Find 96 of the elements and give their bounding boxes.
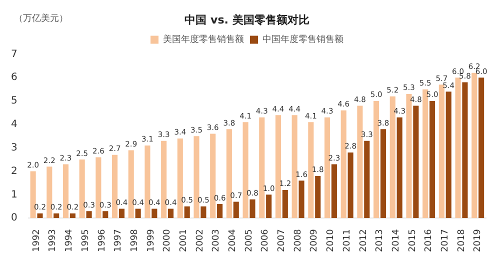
bar: [194, 136, 200, 218]
bar: [226, 129, 232, 218]
bar: [438, 84, 444, 218]
bar: [308, 122, 314, 218]
legend-label: 美国年度零售销售额: [163, 34, 244, 46]
bar: [348, 152, 354, 218]
bar: [259, 117, 265, 218]
bar: [168, 208, 174, 218]
bar: [118, 208, 125, 218]
bar: [217, 204, 223, 218]
bar: [422, 89, 428, 218]
bar: [406, 94, 412, 218]
bar: [275, 115, 282, 218]
y-tick-label: 3: [10, 142, 18, 154]
bar: [177, 138, 183, 218]
x-tick-label: 2014: [391, 228, 402, 252]
bar: [86, 211, 92, 218]
x-tick-label: 2002: [195, 229, 206, 252]
y-tick-label: 6: [10, 72, 18, 84]
legend-label: 中国年度零售销售额: [262, 34, 344, 46]
bar: [250, 199, 256, 218]
bar: [429, 101, 436, 218]
bar: [161, 140, 167, 218]
bar: [70, 213, 76, 218]
bar: [282, 190, 288, 218]
x-tick-label: 2004: [228, 228, 238, 252]
bar: [324, 117, 330, 218]
x-tick-label: 1995: [80, 229, 91, 252]
x-tick-label: 1998: [130, 228, 140, 252]
bar: [37, 213, 43, 218]
y-tick-label: 7: [10, 48, 18, 60]
x-tick-label: 2018: [456, 228, 467, 252]
bar: [144, 146, 150, 218]
bar: [446, 92, 452, 218]
x-tick-label: 1994: [64, 228, 75, 252]
bar: [135, 208, 141, 218]
bar: [298, 180, 304, 218]
bar: [478, 78, 484, 218]
y-axis-title: （万亿美元）: [14, 12, 68, 25]
x-tick-label: 2005: [244, 229, 254, 252]
bar: [357, 106, 363, 218]
y-tick-label: 5: [10, 96, 18, 107]
bar: [96, 157, 102, 218]
y-tick-label: 4: [10, 119, 18, 130]
bar: [472, 72, 478, 218]
bar: [210, 134, 216, 218]
x-tick-label: 2013: [375, 229, 386, 252]
bar: [112, 154, 118, 218]
bar: [233, 202, 239, 218]
x-tick-label: 2015: [408, 229, 418, 252]
bar: [128, 150, 134, 218]
bar: [374, 101, 380, 218]
bar: [152, 208, 158, 218]
x-tick-label: 2011: [342, 229, 352, 252]
bar: [184, 206, 190, 218]
x-tick-label: 1996: [97, 228, 108, 252]
x-tick-label: 1999: [146, 228, 156, 252]
x-tick-label: 2010: [326, 228, 336, 252]
x-tick-label: 2003: [212, 229, 222, 252]
bar: [62, 164, 69, 218]
y-tick-label: 2: [10, 166, 18, 177]
bar: [455, 78, 461, 218]
bar: [390, 96, 396, 218]
x-tick-label: 2007: [277, 229, 288, 252]
bar: [30, 171, 36, 218]
x-tick-label: 1997: [114, 229, 124, 252]
bar: [380, 129, 386, 218]
bar: [315, 176, 321, 218]
bar: [340, 110, 346, 218]
bar: [242, 122, 248, 218]
x-tick-label: 2000: [162, 228, 173, 252]
bar: [462, 82, 468, 218]
bar: [79, 160, 85, 218]
x-tick-label: 2017: [440, 229, 450, 252]
x-tick-label: 2019: [473, 228, 484, 252]
bar: [266, 194, 272, 218]
y-tick-label: 1: [10, 189, 18, 200]
chart-title: 中国 vs. 美国零售额对比: [184, 13, 310, 26]
bar: [46, 166, 52, 218]
bar: [364, 140, 370, 218]
bar: [54, 213, 60, 218]
bar: [102, 211, 108, 218]
x-tick-label: 1992: [32, 229, 42, 252]
bar: [200, 206, 206, 218]
x-tick-label: 1993: [48, 229, 58, 252]
x-tick-label: 2009: [310, 228, 320, 252]
bar: [331, 164, 337, 218]
x-tick-label: 2006: [260, 228, 271, 252]
x-tick-label: 2008: [293, 228, 304, 252]
bar: [413, 106, 419, 218]
x-tick-label: 2016: [424, 228, 434, 252]
bar: [292, 115, 298, 218]
bar: [396, 117, 402, 218]
y-tick-label: 0: [10, 212, 18, 224]
x-tick-label: 2001: [178, 229, 189, 252]
x-tick-label: 2012: [358, 229, 369, 252]
